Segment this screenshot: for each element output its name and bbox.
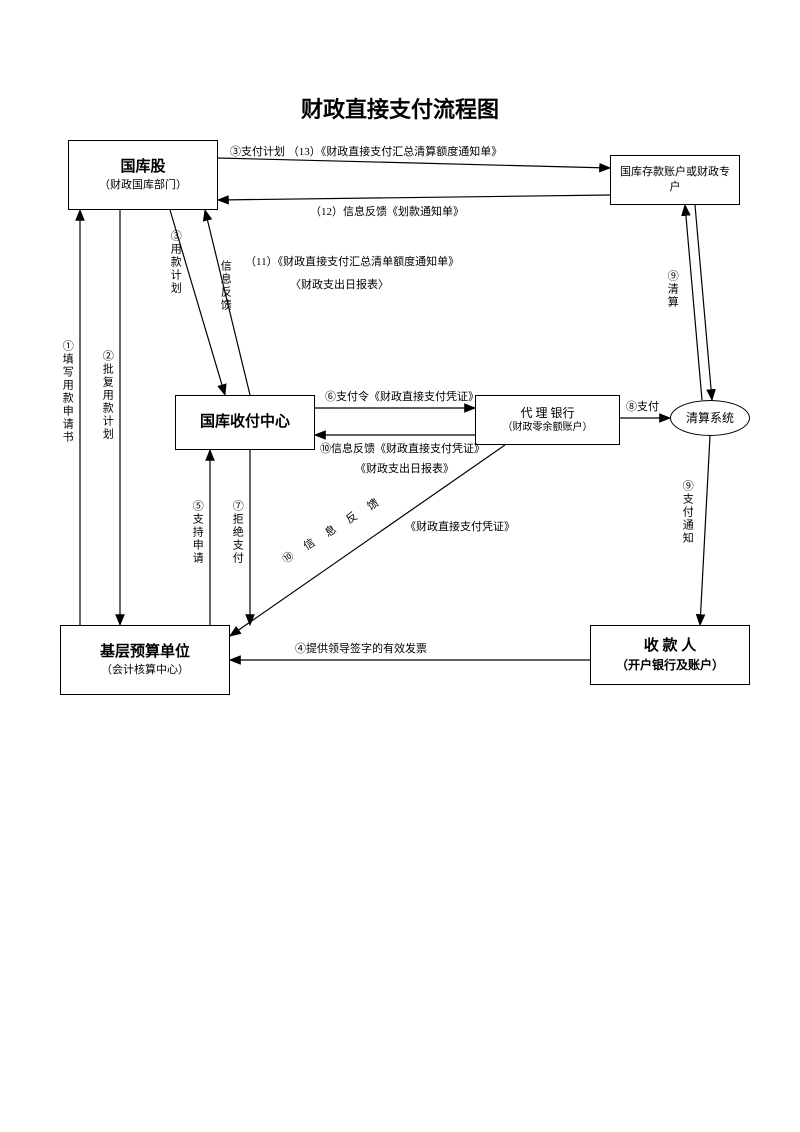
label-e9a: ⑨清算 [665,270,679,309]
node-title: 清算系统 [686,410,734,427]
label-e11b: 〈财政支出日报表〉 [290,278,389,292]
node-title: 国库收付中心 [200,412,290,433]
node-title: 国库存款账户或财政专户 [611,165,739,196]
label-e11-pre: 信息反馈 [218,260,232,312]
node-title: 代 理 银行 [520,405,574,422]
label-e11: （11）《财政直接支付汇总清单额度通知单》 [245,255,459,269]
node-subtitle: （财政国库部门） [99,178,187,193]
node-shoukuan: 收 款 人 （开户银行及账户） [590,625,750,685]
node-guoku-ck: 国库存款账户或财政专户 [610,155,740,205]
node-title: 收 款 人 [644,636,697,657]
flowchart-canvas: 财政直接支付流程图 [0,0,800,1132]
node-subtitle: （财政零余额账户） [503,421,593,435]
label-e3-13: ③支付计划 （13）《财政直接支付汇总清算额度通知单》 [230,145,502,159]
node-qingsuan: 清算系统 [670,400,750,436]
node-guoku-gu: 国库股 （财政国库部门） [68,140,218,210]
node-title: 基层预算单位 [100,642,190,663]
label-e5: ⑤支持申请 [190,500,204,565]
label-e1: ①填写用款申请书 [60,340,74,444]
label-e10b-b: 《财政直接支付凭证》 [405,520,515,534]
node-shoufu: 国库收付中心 [175,395,315,450]
label-e4: ④提供领导签字的有效发票 [295,642,427,656]
node-jiceng: 基层预算单位 （会计核算中心） [60,625,230,695]
label-e2: ②批复用款计划 [100,350,114,441]
label-e9b: ⑨支付通知 [680,480,694,545]
label-e3v: ③用款计划 [168,230,182,295]
label-e12: （12）信息反馈《划款通知单》 [310,205,464,219]
node-daili: 代 理 银行 （财政零余额账户） [475,395,620,445]
label-e8: ⑧支付 [626,400,659,414]
label-e7: ⑦拒绝支付 [230,500,244,565]
node-subtitle: （会计核算中心） [101,663,189,678]
label-e6: ⑥支付令《财政直接支付凭证》 [325,390,479,404]
node-title: 国库股 [120,157,165,178]
node-subtitle: （开户银行及账户） [616,657,724,674]
label-e10-2: 《财政支出日报表》 [355,462,454,476]
label-e10: ⑩信息反馈《财政直接支付凭证》 [320,442,485,456]
